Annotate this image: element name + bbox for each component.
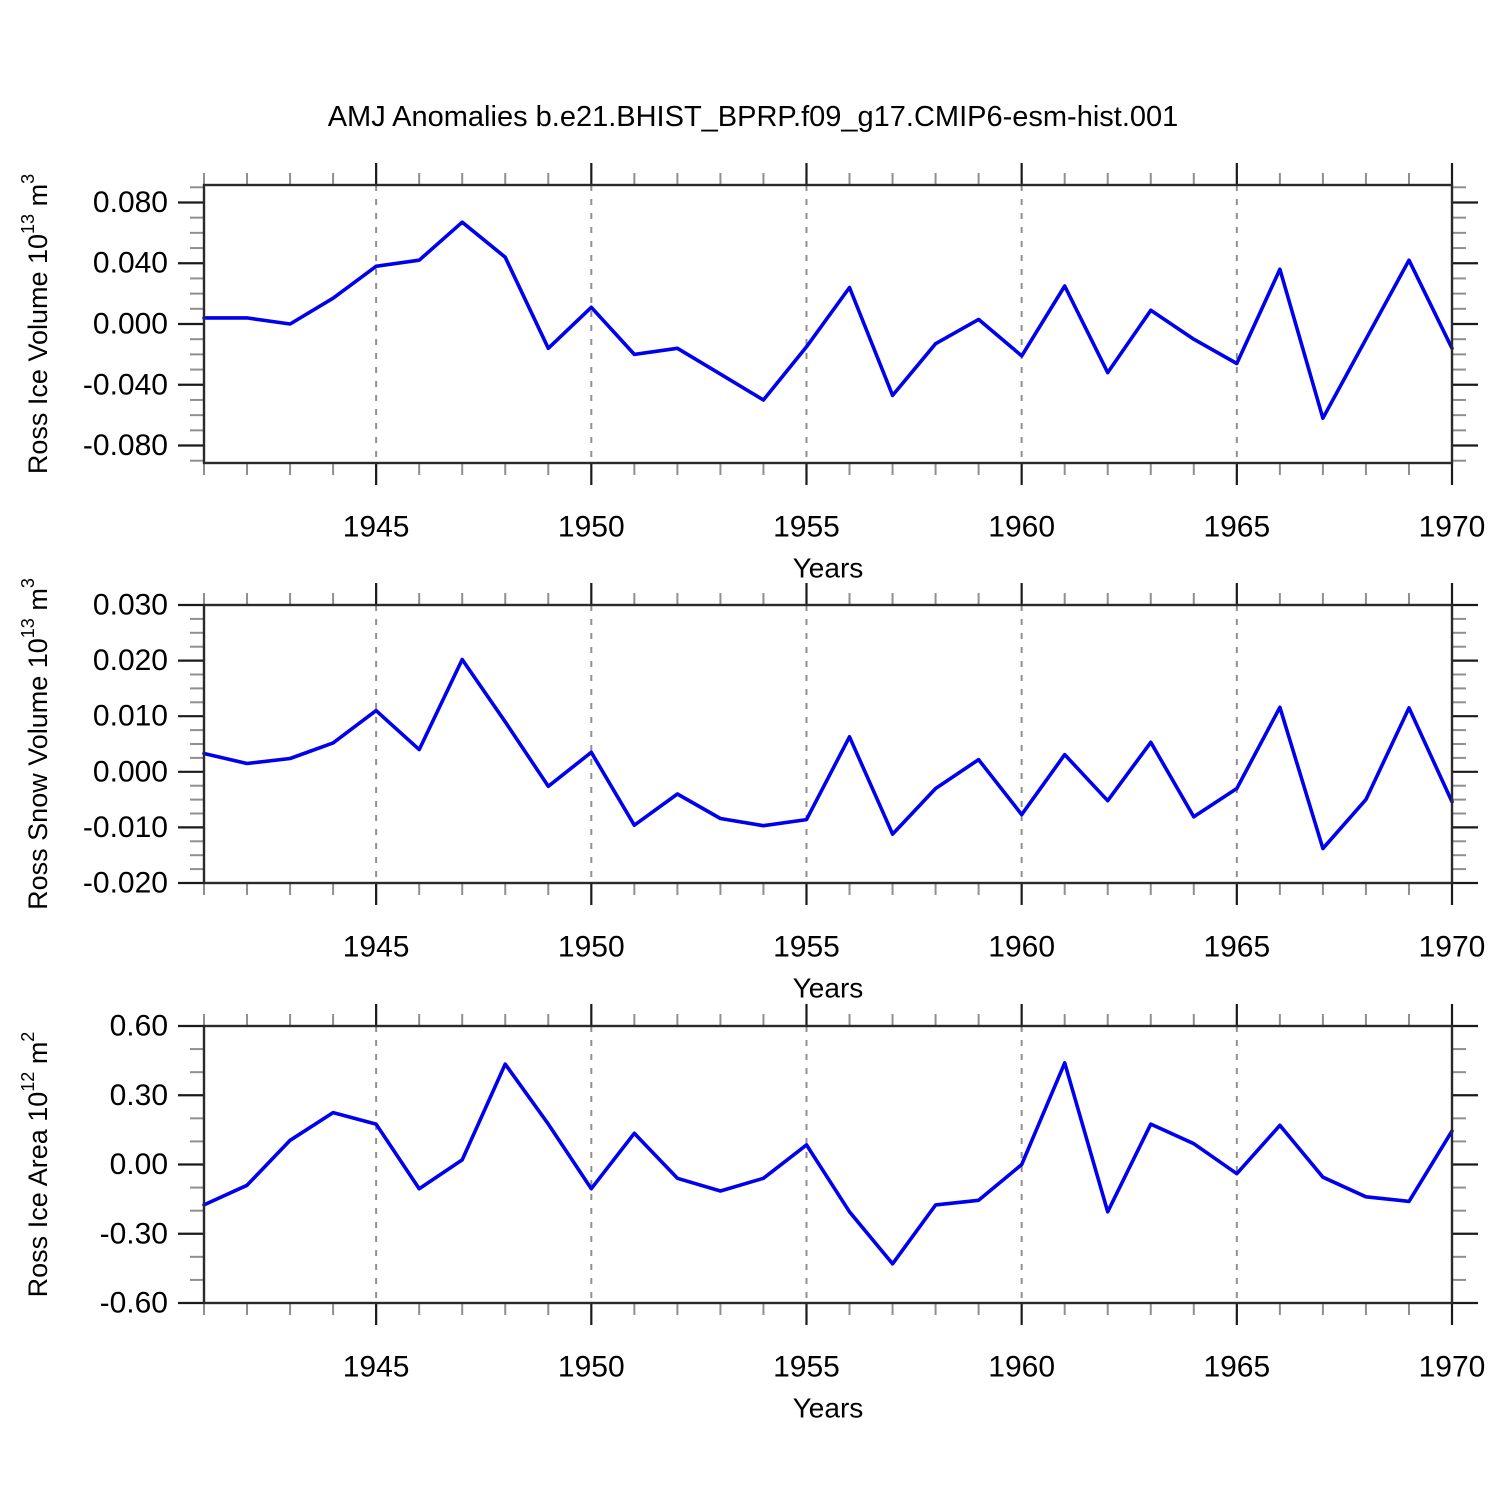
x-tick-label: 1950 bbox=[558, 511, 625, 544]
x-tick-label: 1970 bbox=[1419, 1351, 1486, 1384]
y-tick-label: 0.080 bbox=[93, 186, 168, 219]
x-tick-label: 1955 bbox=[773, 931, 840, 964]
x-axis-title: Years bbox=[793, 973, 864, 1004]
plot-frame bbox=[202, 183, 1454, 465]
y-tick-label: -0.080 bbox=[83, 429, 168, 462]
y-tick-label: 0.000 bbox=[93, 755, 168, 788]
x-tick-label: 1965 bbox=[1203, 1351, 1270, 1384]
x-tick-label: 1960 bbox=[988, 931, 1055, 964]
y-tick-label: -0.020 bbox=[83, 867, 168, 900]
y-axis-title: Ross Ice Volume 1013 m3 bbox=[18, 174, 53, 474]
panel-ross-ice-volume: 0.080 0.040 0.000 -0.040 -0.080 1945 1950 1955 1… bbox=[18, 163, 1485, 584]
y-tick-label: 0.040 bbox=[93, 247, 168, 280]
x-tick-label: 1955 bbox=[773, 1351, 840, 1384]
y-tick-label: -0.30 bbox=[100, 1217, 168, 1250]
y-tick-label: 0.30 bbox=[110, 1079, 168, 1112]
y-tick-label: 0.010 bbox=[93, 700, 168, 733]
figure-title: AMJ Anomalies b.e21.BHIST_BPRP.f09_g17.C… bbox=[328, 101, 1179, 133]
x-tick-label: 1965 bbox=[1203, 931, 1270, 964]
plot-frame bbox=[202, 1024, 1454, 1305]
y-axis-title: Ross Snow Volume 1013 m3 bbox=[18, 578, 53, 910]
panels-group: 0.080 0.040 0.000 -0.040 -0.080 1945 1950 1955 1… bbox=[18, 163, 1485, 1424]
data-line-ross-ice-area bbox=[202, 1061, 1454, 1266]
x-tick-label: 1965 bbox=[1203, 511, 1270, 544]
x-axis-title: Years bbox=[793, 553, 864, 584]
y-tick-label: 0.000 bbox=[93, 308, 168, 341]
x-tick-label: 1950 bbox=[558, 1351, 625, 1384]
x-tick-label: 1970 bbox=[1419, 931, 1486, 964]
x-tick-label: 1955 bbox=[773, 511, 840, 544]
x-axis-title: Years bbox=[793, 1393, 864, 1424]
y-tick-label: 0.00 bbox=[110, 1148, 168, 1181]
plot-frame bbox=[202, 603, 1454, 885]
y-tick-label: -0.60 bbox=[100, 1287, 168, 1320]
y-tick-label: 0.60 bbox=[110, 1010, 168, 1043]
y-tick-label: -0.040 bbox=[83, 368, 168, 401]
x-tick-label: 1970 bbox=[1419, 511, 1486, 544]
y-tick-label: 0.030 bbox=[93, 589, 168, 622]
panel-ross-snow-volume: 0.030 0.020 0.010 0.000 -0.010 -0.020 1945 1950… bbox=[18, 578, 1485, 1003]
x-tick-label: 1945 bbox=[343, 931, 410, 964]
panel-ross-ice-area: 0.60 0.30 0.00 -0.30 -0.60 1945 1950 1955 1960 19… bbox=[18, 1004, 1485, 1424]
x-tick-label: 1960 bbox=[988, 511, 1055, 544]
x-tick-label: 1950 bbox=[558, 931, 625, 964]
y-tick-label: -0.010 bbox=[83, 811, 168, 844]
y-tick-label: 0.020 bbox=[93, 644, 168, 677]
data-line-ross-ice-volume bbox=[202, 220, 1454, 421]
y-axis-title: Ross Ice Area 1012 m2 bbox=[18, 1032, 53, 1298]
x-tick-label: 1960 bbox=[988, 1351, 1055, 1384]
data-line-ross-snow-volume bbox=[202, 657, 1454, 851]
x-tick-label: 1945 bbox=[343, 1351, 410, 1384]
x-tick-label: 1945 bbox=[343, 511, 410, 544]
